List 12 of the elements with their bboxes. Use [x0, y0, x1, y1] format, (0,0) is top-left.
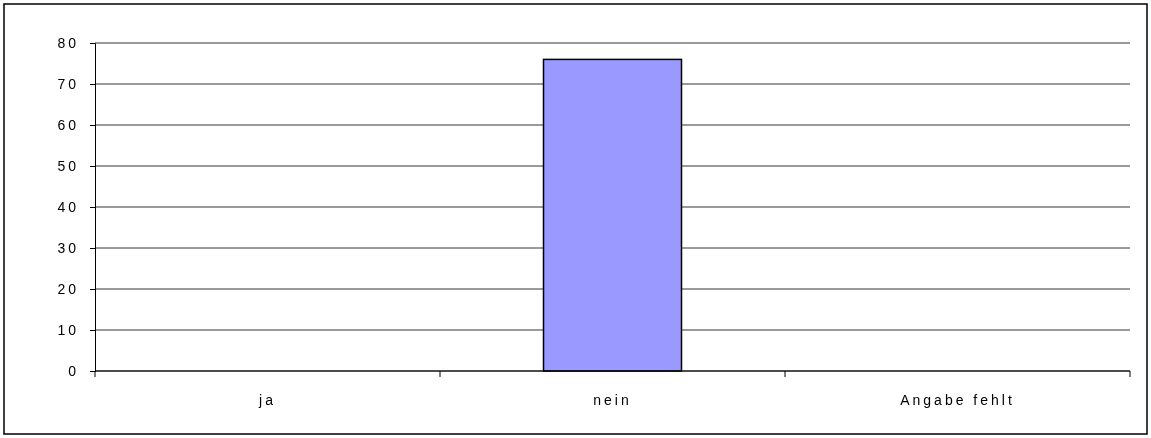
y-tick-label: 20	[57, 280, 79, 297]
x-tick-label: nein	[593, 392, 632, 408]
y-tick-label: 30	[57, 239, 79, 256]
x-tick-label: Angabe fehlt	[900, 392, 1015, 408]
y-tick-label: 60	[57, 116, 79, 133]
y-tick-label: 50	[57, 157, 79, 174]
y-tick-label: 70	[57, 75, 79, 92]
x-tick-label: ja	[258, 392, 276, 408]
y-tick-label: 0	[68, 362, 79, 379]
y-tick-label: 40	[57, 198, 79, 215]
y-tick-label: 10	[57, 321, 79, 338]
y-tick-label: 80	[57, 34, 79, 51]
